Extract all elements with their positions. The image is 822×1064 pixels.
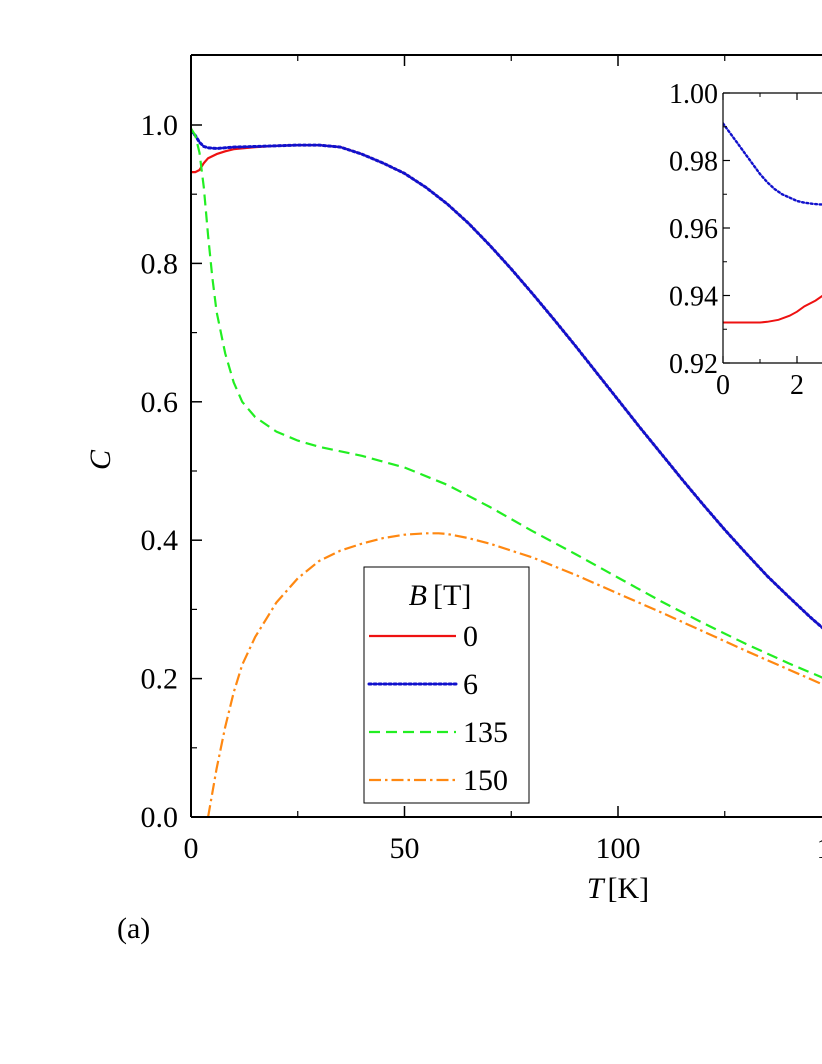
x-tick-label: 15 [817,832,822,865]
x-tick-label: 100 [596,832,641,865]
x-axis-label-unit: [K] [608,872,650,905]
legend: B [T] 0 6 135 150 [363,566,530,804]
y-tick-label: 0.6 [141,386,179,419]
legend-label-150: 150 [463,764,508,797]
legend-label-6: 6 [463,668,478,701]
y-axis-label: C [84,449,117,470]
legend-title-variable: B [409,579,427,612]
x-tick-label: 0 [184,832,199,865]
main-chart: 0 50 100 15 0.0 0.2 0.4 0.6 0.8 1.0 C T[K] B[T] 0… [84,54,822,905]
main-axis-ticks [190,55,726,818]
inset-y-tick-label: 0.92 [669,349,718,380]
panel-label: (a) [117,912,151,945]
legend-label-0: 0 [463,620,478,653]
main-series-group [191,127,822,817]
x-axis-label: T [K] [587,872,649,905]
legend-title: B [T] [409,579,472,612]
inset-background [723,93,822,363]
inset-y-tick-label: 0.96 [669,214,718,245]
y-tick-label: 0.0 [141,801,179,834]
inset-series-line-6 [723,122,822,206]
inset-x-tick-label: 2 [790,370,804,401]
main-tick-labels: 0 50 100 15 0.0 0.2 0.4 0.6 0.8 1.0 [141,109,822,865]
inset-chart: 0.92 0.94 0.96 0.98 1.00 0 2 [669,79,822,401]
x-tick-label: 50 [390,832,420,865]
inset-series-line-0 [723,294,822,324]
legend-title-unit: [T] [433,579,471,612]
series-line-6 [191,129,822,630]
inset-x-tick-label: 0 [716,370,730,401]
legend-label-135: 135 [463,716,508,749]
inset-y-tick-label: 0.94 [669,282,718,313]
y-tick-label: 0.8 [141,247,179,280]
x-axis-label-variable: T [587,872,606,905]
series-line-135 [191,127,822,679]
inset-y-tick-label: 1.00 [669,79,718,110]
inset-series-group [723,122,822,324]
series-line-150 [207,532,822,817]
y-tick-label: 1.0 [141,109,179,142]
y-tick-label: 0.2 [141,663,179,696]
y-tick-label: 0.4 [141,524,179,557]
inset-y-tick-label: 0.98 [669,147,718,178]
legend-entries: 0 6 135 150 [367,620,508,797]
inset-tick-labels: 0.92 0.94 0.96 0.98 1.00 0 2 [669,79,804,401]
inset-axis-ticks [722,92,798,364]
